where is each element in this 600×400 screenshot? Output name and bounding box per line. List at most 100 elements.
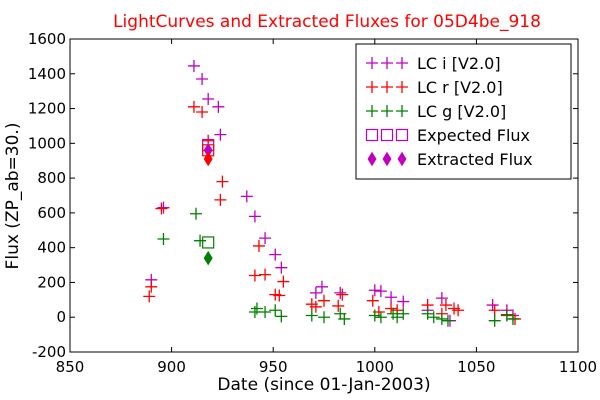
data-point: [277, 275, 290, 288]
legend-label: LC i [V2.0]: [417, 54, 501, 73]
y-tick-label: 800: [37, 169, 66, 187]
x-axis-label: Date (since 01-Jan-2003): [217, 375, 430, 395]
legend-marker: [366, 105, 378, 117]
legend-marker: [366, 81, 378, 93]
data-point: [189, 207, 202, 220]
legend-label: LC r [V2.0]: [417, 78, 503, 97]
data-point: [240, 190, 253, 203]
legend-label: Expected Flux: [417, 126, 530, 145]
data-point: [275, 261, 288, 274]
data-point: [374, 311, 387, 324]
data-point: [187, 100, 200, 113]
data-point: [259, 232, 272, 245]
data-point: [252, 239, 265, 252]
legend: LC i [V2.0] LC r [V2.0] LC g [V2.0] Expecte…: [355, 43, 572, 180]
data-point: [385, 302, 398, 315]
data-point: [196, 72, 209, 85]
y-tick-label: 600: [37, 204, 66, 222]
data-point: [305, 309, 318, 322]
data-point: [500, 309, 513, 322]
data-point: [214, 128, 227, 141]
data-marks: [143, 59, 522, 327]
data-point: [338, 312, 351, 325]
legend-label: Extracted Flux: [417, 150, 533, 169]
data-point: [315, 280, 328, 293]
legend-marker: [365, 128, 379, 142]
data-point: [214, 193, 227, 206]
chart-title: LightCurves and Extracted Fluxes for 05D…: [113, 12, 541, 32]
data-point: [397, 295, 410, 308]
data-point: [427, 311, 440, 324]
legend-marker: [381, 57, 393, 69]
data-point: [143, 290, 156, 303]
legend-marker: [396, 57, 408, 69]
expected-flux-marker: [202, 236, 215, 249]
x-tick-label: 900: [157, 358, 186, 376]
x-tick-label: 1050: [457, 358, 495, 376]
y-tick-label: 1600: [28, 30, 66, 48]
legend-marker: [396, 81, 408, 93]
data-point: [216, 175, 229, 188]
data-point: [486, 299, 499, 312]
x-tick-label: 1000: [356, 358, 394, 376]
data-point: [212, 100, 225, 113]
data-point: [248, 269, 261, 282]
data-point: [273, 289, 286, 302]
data-point: [435, 292, 448, 305]
legend-marker: [367, 151, 377, 167]
data-point: [488, 304, 501, 317]
data-point: [391, 311, 404, 324]
data-point: [318, 311, 330, 324]
y-tick-label: 0: [56, 308, 66, 326]
legend-marker: [381, 81, 393, 93]
data-point: [187, 59, 200, 72]
data-point: [248, 210, 261, 223]
data-point: [202, 92, 215, 105]
data-point: [421, 307, 434, 320]
plot-area: [69, 38, 579, 353]
data-point: [157, 201, 170, 214]
x-axis: 850 900 950 1000 1050 1100: [56, 39, 597, 376]
y-tick-label: 1200: [28, 100, 66, 118]
data-point: [488, 314, 501, 327]
extracted-flux-marker: [203, 250, 213, 266]
y-tick-label: 200: [37, 273, 66, 291]
data-point: [269, 248, 282, 261]
data-point: [250, 302, 263, 315]
data-point: [385, 291, 398, 304]
legend-marker: [397, 151, 407, 167]
y-tick-label: 1000: [28, 134, 66, 152]
data-point: [439, 299, 452, 312]
y-tick-label: 1400: [28, 65, 66, 83]
data-point: [275, 310, 288, 323]
y-axis: -200 0 200 400 600 800 1000 1200 1400 1600: [28, 30, 578, 361]
y-tick-label: 400: [37, 239, 66, 257]
data-point: [452, 304, 465, 317]
data-point: [155, 202, 168, 215]
data-point: [397, 307, 410, 320]
x-tick-label: 1100: [559, 358, 597, 376]
legend-marker: [380, 128, 394, 142]
data-point: [366, 294, 379, 307]
data-point: [259, 268, 272, 281]
data-point: [441, 314, 454, 327]
y-tick-label: -200: [32, 343, 66, 361]
data-point: [196, 106, 209, 119]
legend-marker: [396, 105, 408, 117]
legend-marker: [382, 151, 392, 167]
data-point: [368, 284, 381, 297]
data-point: [336, 288, 349, 301]
y-axis-label: Flux (ZP_ab=30.): [3, 123, 23, 270]
x-tick-label: 950: [259, 358, 288, 376]
data-point: [374, 285, 387, 298]
data-point: [506, 312, 519, 325]
x-tick-label: 850: [56, 358, 85, 376]
legend-label: LC g [V2.0]: [417, 102, 506, 121]
data-point: [259, 306, 272, 319]
data-point: [309, 300, 322, 313]
data-point: [435, 312, 448, 325]
data-point: [145, 280, 158, 293]
data-point: [194, 234, 207, 247]
data-point: [269, 304, 282, 317]
